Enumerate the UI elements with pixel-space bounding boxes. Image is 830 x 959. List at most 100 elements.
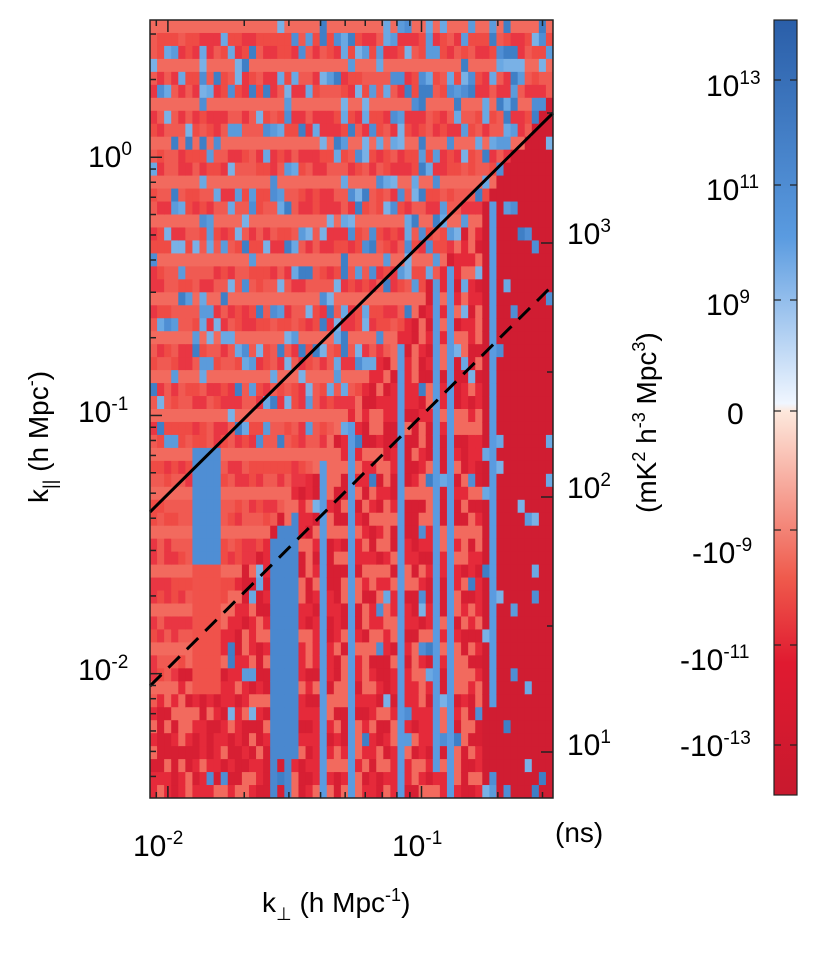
heatmap-cell xyxy=(432,58,441,73)
heatmap-cell xyxy=(298,668,307,682)
heatmap-cell xyxy=(411,409,420,423)
heatmap-cell xyxy=(397,409,406,423)
heatmap-cell xyxy=(340,746,349,760)
heatmap-cell xyxy=(475,370,483,384)
heatmap-cell xyxy=(383,97,391,112)
heatmap-cell xyxy=(270,512,278,527)
heatmap-cell xyxy=(489,616,498,631)
heatmap-cell xyxy=(340,58,349,73)
heatmap-cell xyxy=(270,655,278,669)
heatmap-cell xyxy=(206,344,215,358)
heatmap-cell xyxy=(248,344,257,358)
heatmap-cell xyxy=(454,344,462,358)
heatmap-cell xyxy=(390,136,399,151)
heatmap-cell xyxy=(510,292,519,306)
heatmap-cell xyxy=(404,318,413,332)
heatmap-cell xyxy=(340,694,349,708)
heatmap-cell xyxy=(284,279,292,293)
heatmap-cell xyxy=(171,759,179,773)
heatmap-cell xyxy=(355,603,363,618)
heatmap-cell xyxy=(538,110,547,125)
heatmap-cell xyxy=(192,253,201,267)
heatmap-cell xyxy=(517,318,526,332)
heatmap-cell xyxy=(524,292,533,306)
heatmap-cell xyxy=(164,681,172,695)
heatmap-cell xyxy=(489,123,498,138)
heatmap-cell xyxy=(256,266,264,280)
heatmap-cell xyxy=(347,253,356,267)
heatmap-cell xyxy=(199,123,208,138)
heatmap-cell xyxy=(326,123,335,138)
heatmap-cell xyxy=(157,344,165,358)
heatmap-cell xyxy=(397,512,406,527)
heatmap-cell xyxy=(362,694,370,708)
heatmap-cell xyxy=(227,58,236,73)
heatmap-cell xyxy=(524,396,533,410)
heatmap-cell xyxy=(206,577,215,592)
heatmap-cell xyxy=(150,292,158,306)
heatmap-cell xyxy=(150,460,158,475)
heatmap-cell xyxy=(404,707,413,721)
heatmap-cell xyxy=(475,746,483,760)
heatmap-cell xyxy=(263,396,271,410)
heatmap-cell xyxy=(333,759,342,773)
heatmap-cell xyxy=(468,512,476,527)
heatmap-cell xyxy=(284,655,292,669)
heatmap-cell xyxy=(150,564,158,579)
heatmap-cell xyxy=(270,162,278,177)
heatmap-cell xyxy=(171,512,179,527)
heatmap-cell xyxy=(439,292,448,306)
heatmap-cell xyxy=(468,110,476,125)
heatmap-cell xyxy=(404,603,413,618)
heatmap-cell xyxy=(178,642,186,656)
heatmap-cell xyxy=(213,383,222,397)
heatmap-cell xyxy=(439,136,448,151)
heatmap-cell xyxy=(291,45,300,60)
heatmap-cell xyxy=(234,733,243,747)
heatmap-cell xyxy=(390,707,399,721)
heatmap-cell xyxy=(461,564,469,579)
heatmap-cell xyxy=(503,512,512,527)
heatmap-cell xyxy=(439,370,448,384)
heatmap-cell xyxy=(326,383,335,397)
heatmap-cell xyxy=(432,279,441,293)
heatmap-cell xyxy=(305,733,314,747)
heatmap-cell xyxy=(298,240,307,254)
heatmap-cell xyxy=(439,162,448,177)
heatmap-cell xyxy=(475,447,483,462)
heatmap-cell xyxy=(312,603,321,618)
heatmap-cell xyxy=(347,746,356,760)
heatmap-cell xyxy=(496,590,505,605)
heatmap-cell xyxy=(461,214,469,229)
heatmap-cell xyxy=(263,357,271,371)
heatmap-cell xyxy=(213,201,222,216)
heatmap-cell xyxy=(482,305,490,319)
heatmap-cell xyxy=(461,590,469,605)
heatmap-cell xyxy=(298,201,307,216)
heatmap-cell xyxy=(482,409,490,423)
heatmap-cell xyxy=(206,733,215,747)
heatmap-cell xyxy=(326,253,335,267)
heatmap-cell xyxy=(340,525,349,540)
heatmap-cell xyxy=(206,668,215,682)
heatmap-cell xyxy=(531,253,540,267)
heatmap-cell xyxy=(326,344,335,358)
heatmap-cell xyxy=(305,266,314,280)
heatmap-cell xyxy=(383,292,391,306)
heatmap-cell xyxy=(376,305,384,319)
heatmap-cell xyxy=(446,149,455,164)
heatmap-cell xyxy=(369,45,377,60)
heatmap-cell xyxy=(291,486,300,501)
heatmap-cell xyxy=(305,447,314,462)
heatmap-cell xyxy=(524,149,533,164)
heatmap-cell xyxy=(369,681,377,695)
heatmap-cell xyxy=(157,292,165,306)
heatmap-cell xyxy=(192,123,201,138)
ns-tick-label-2: 101 xyxy=(567,727,611,762)
heatmap-cell xyxy=(397,370,406,384)
heatmap-cell xyxy=(185,499,194,514)
heatmap-cell xyxy=(362,421,370,436)
heatmap-cell xyxy=(185,201,194,216)
heatmap-cell xyxy=(489,331,498,345)
heatmap-cell xyxy=(171,681,179,695)
